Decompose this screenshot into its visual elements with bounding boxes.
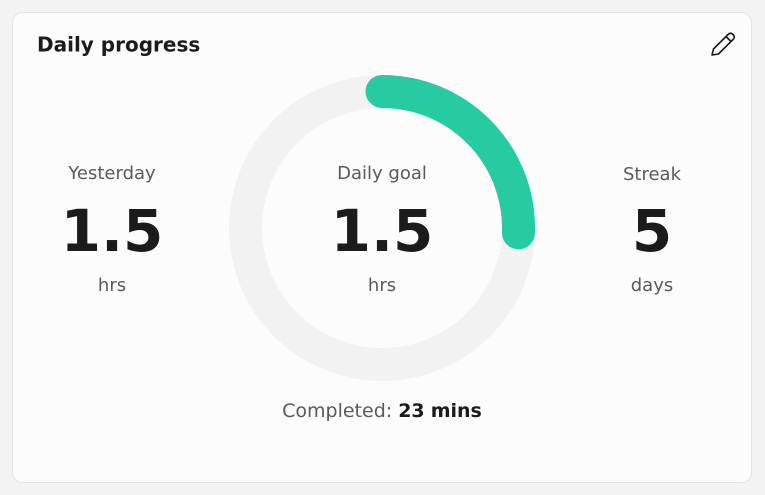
completed: Completed: 23 mins <box>282 400 482 422</box>
yesterday-value: 1.5 <box>61 197 164 265</box>
streak-unit: days <box>631 275 674 296</box>
progress-arc <box>365 75 535 250</box>
edit-button[interactable] <box>700 28 740 62</box>
title: Daily progress <box>37 33 200 57</box>
edit-hit[interactable] <box>700 28 740 62</box>
yesterday-unit: hrs <box>98 275 126 296</box>
card <box>12 12 752 483</box>
pencil-icon[interactable] <box>711 32 736 56</box>
completed-unit: mins <box>431 400 482 422</box>
completed-label: Completed: <box>282 400 392 422</box>
streak-label: Streak <box>623 164 682 185</box>
goal-unit: hrs <box>368 275 396 296</box>
completed-value: 23 <box>398 400 424 422</box>
goal-value: 1.5 <box>331 197 434 265</box>
goal-label: Daily goal <box>337 163 427 184</box>
yesterday-label: Yesterday <box>67 163 156 184</box>
streak-value: 5 <box>632 197 672 265</box>
